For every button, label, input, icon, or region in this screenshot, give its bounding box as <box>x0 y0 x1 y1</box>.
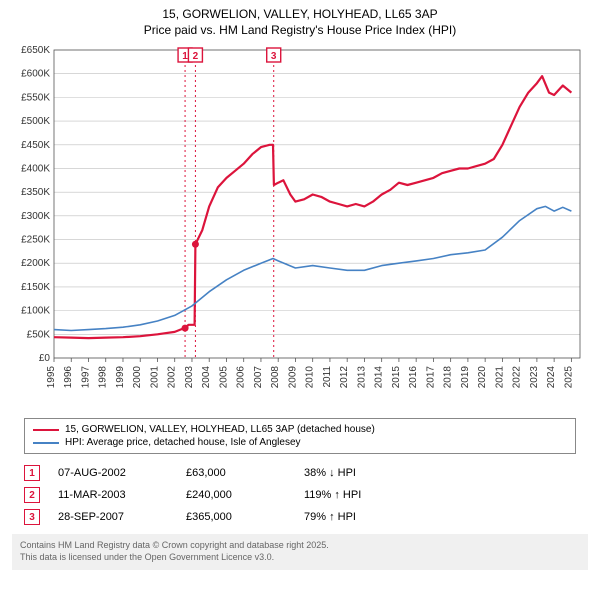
svg-text:2000: 2000 <box>132 366 143 389</box>
svg-text:£350K: £350K <box>21 188 50 199</box>
svg-text:2016: 2016 <box>408 366 419 389</box>
svg-text:£50K: £50K <box>27 330 51 341</box>
sale-events-table: 1 07-AUG-2002 £63,000 38% ↓ HPI 2 11-MAR-2003… <box>24 462 576 528</box>
event-badge: 2 <box>24 487 40 503</box>
svg-text:2021: 2021 <box>494 366 505 389</box>
svg-text:2003: 2003 <box>184 366 195 389</box>
svg-text:2014: 2014 <box>374 366 385 389</box>
svg-text:2001: 2001 <box>149 366 160 389</box>
svg-text:£550K: £550K <box>21 93 50 104</box>
legend-row: 15, GORWELION, VALLEY, HOLYHEAD, LL65 3A… <box>33 423 567 436</box>
svg-text:2009: 2009 <box>287 366 298 389</box>
svg-text:2004: 2004 <box>201 366 212 389</box>
svg-text:2007: 2007 <box>253 366 264 389</box>
title-line-1: 15, GORWELION, VALLEY, HOLYHEAD, LL65 3A… <box>12 6 588 22</box>
legend-row: HPI: Average price, detached house, Isle… <box>33 436 567 449</box>
svg-text:2015: 2015 <box>391 366 402 389</box>
svg-text:£150K: £150K <box>21 282 50 293</box>
event-date: 28-SEP-2007 <box>58 511 168 523</box>
svg-text:2013: 2013 <box>356 366 367 389</box>
svg-text:£500K: £500K <box>21 116 50 127</box>
svg-text:£100K: £100K <box>21 306 50 317</box>
event-price: £63,000 <box>186 467 286 479</box>
svg-text:3: 3 <box>271 51 277 62</box>
svg-text:£450K: £450K <box>21 140 50 151</box>
chart-plot: £0 £50K £100K £150K £200K £250K £300K £350K £400… <box>12 42 588 412</box>
event-date: 07-AUG-2002 <box>58 467 168 479</box>
chart-container: 15, GORWELION, VALLEY, HOLYHEAD, LL65 3A… <box>0 0 600 590</box>
svg-text:2018: 2018 <box>443 366 454 389</box>
svg-text:1: 1 <box>182 51 188 62</box>
chart-title: 15, GORWELION, VALLEY, HOLYHEAD, LL65 3A… <box>12 6 588 38</box>
footer-line-1: Contains HM Land Registry data © Crown c… <box>20 540 580 552</box>
legend-label: HPI: Average price, detached house, Isle… <box>65 437 301 448</box>
svg-text:2012: 2012 <box>339 366 350 389</box>
event-row: 2 11-MAR-2003 £240,000 119% ↑ HPI <box>24 484 576 506</box>
event-price: £365,000 <box>186 511 286 523</box>
svg-text:£600K: £600K <box>21 69 50 80</box>
svg-text:£0: £0 <box>39 353 51 364</box>
svg-text:2020: 2020 <box>477 366 488 389</box>
svg-text:2019: 2019 <box>460 366 471 389</box>
legend-label: 15, GORWELION, VALLEY, HOLYHEAD, LL65 3A… <box>65 424 375 435</box>
svg-text:1995: 1995 <box>46 366 57 389</box>
svg-text:1996: 1996 <box>63 366 74 389</box>
event-badge: 3 <box>24 509 40 525</box>
title-line-2: Price paid vs. HM Land Registry's House … <box>12 22 588 38</box>
svg-text:1997: 1997 <box>80 366 91 389</box>
line-chart-svg: £0 £50K £100K £150K £200K £250K £300K £350K £400… <box>12 42 588 412</box>
svg-text:£300K: £300K <box>21 211 50 222</box>
footer-line-2: This data is licensed under the Open Gov… <box>20 552 580 564</box>
event-row: 3 28-SEP-2007 £365,000 79% ↑ HPI <box>24 506 576 528</box>
event-date: 11-MAR-2003 <box>58 489 168 501</box>
event-badge: 1 <box>24 465 40 481</box>
svg-text:£200K: £200K <box>21 259 50 270</box>
footer-attribution: Contains HM Land Registry data © Crown c… <box>12 534 588 569</box>
svg-text:2022: 2022 <box>512 366 523 389</box>
svg-text:2006: 2006 <box>236 366 247 389</box>
legend-swatch <box>33 442 59 444</box>
svg-text:2002: 2002 <box>167 366 178 389</box>
event-hpi: 79% ↑ HPI <box>304 511 356 523</box>
svg-text:2024: 2024 <box>546 366 557 389</box>
svg-text:2: 2 <box>193 51 199 62</box>
svg-text:2011: 2011 <box>322 366 333 388</box>
legend-swatch <box>33 429 59 431</box>
event-row: 1 07-AUG-2002 £63,000 38% ↓ HPI <box>24 462 576 484</box>
svg-text:1998: 1998 <box>98 366 109 389</box>
svg-text:£650K: £650K <box>21 45 50 56</box>
svg-text:2010: 2010 <box>305 366 316 389</box>
svg-text:2017: 2017 <box>425 366 436 389</box>
svg-text:2023: 2023 <box>529 366 540 389</box>
event-price: £240,000 <box>186 489 286 501</box>
svg-text:2005: 2005 <box>218 366 229 389</box>
svg-text:1999: 1999 <box>115 366 126 389</box>
svg-text:2025: 2025 <box>563 366 574 389</box>
svg-text:2008: 2008 <box>270 366 281 389</box>
svg-text:£250K: £250K <box>21 235 50 246</box>
event-hpi: 38% ↓ HPI <box>304 467 356 479</box>
svg-text:£400K: £400K <box>21 164 50 175</box>
event-hpi: 119% ↑ HPI <box>304 489 361 501</box>
legend: 15, GORWELION, VALLEY, HOLYHEAD, LL65 3A… <box>24 418 576 454</box>
